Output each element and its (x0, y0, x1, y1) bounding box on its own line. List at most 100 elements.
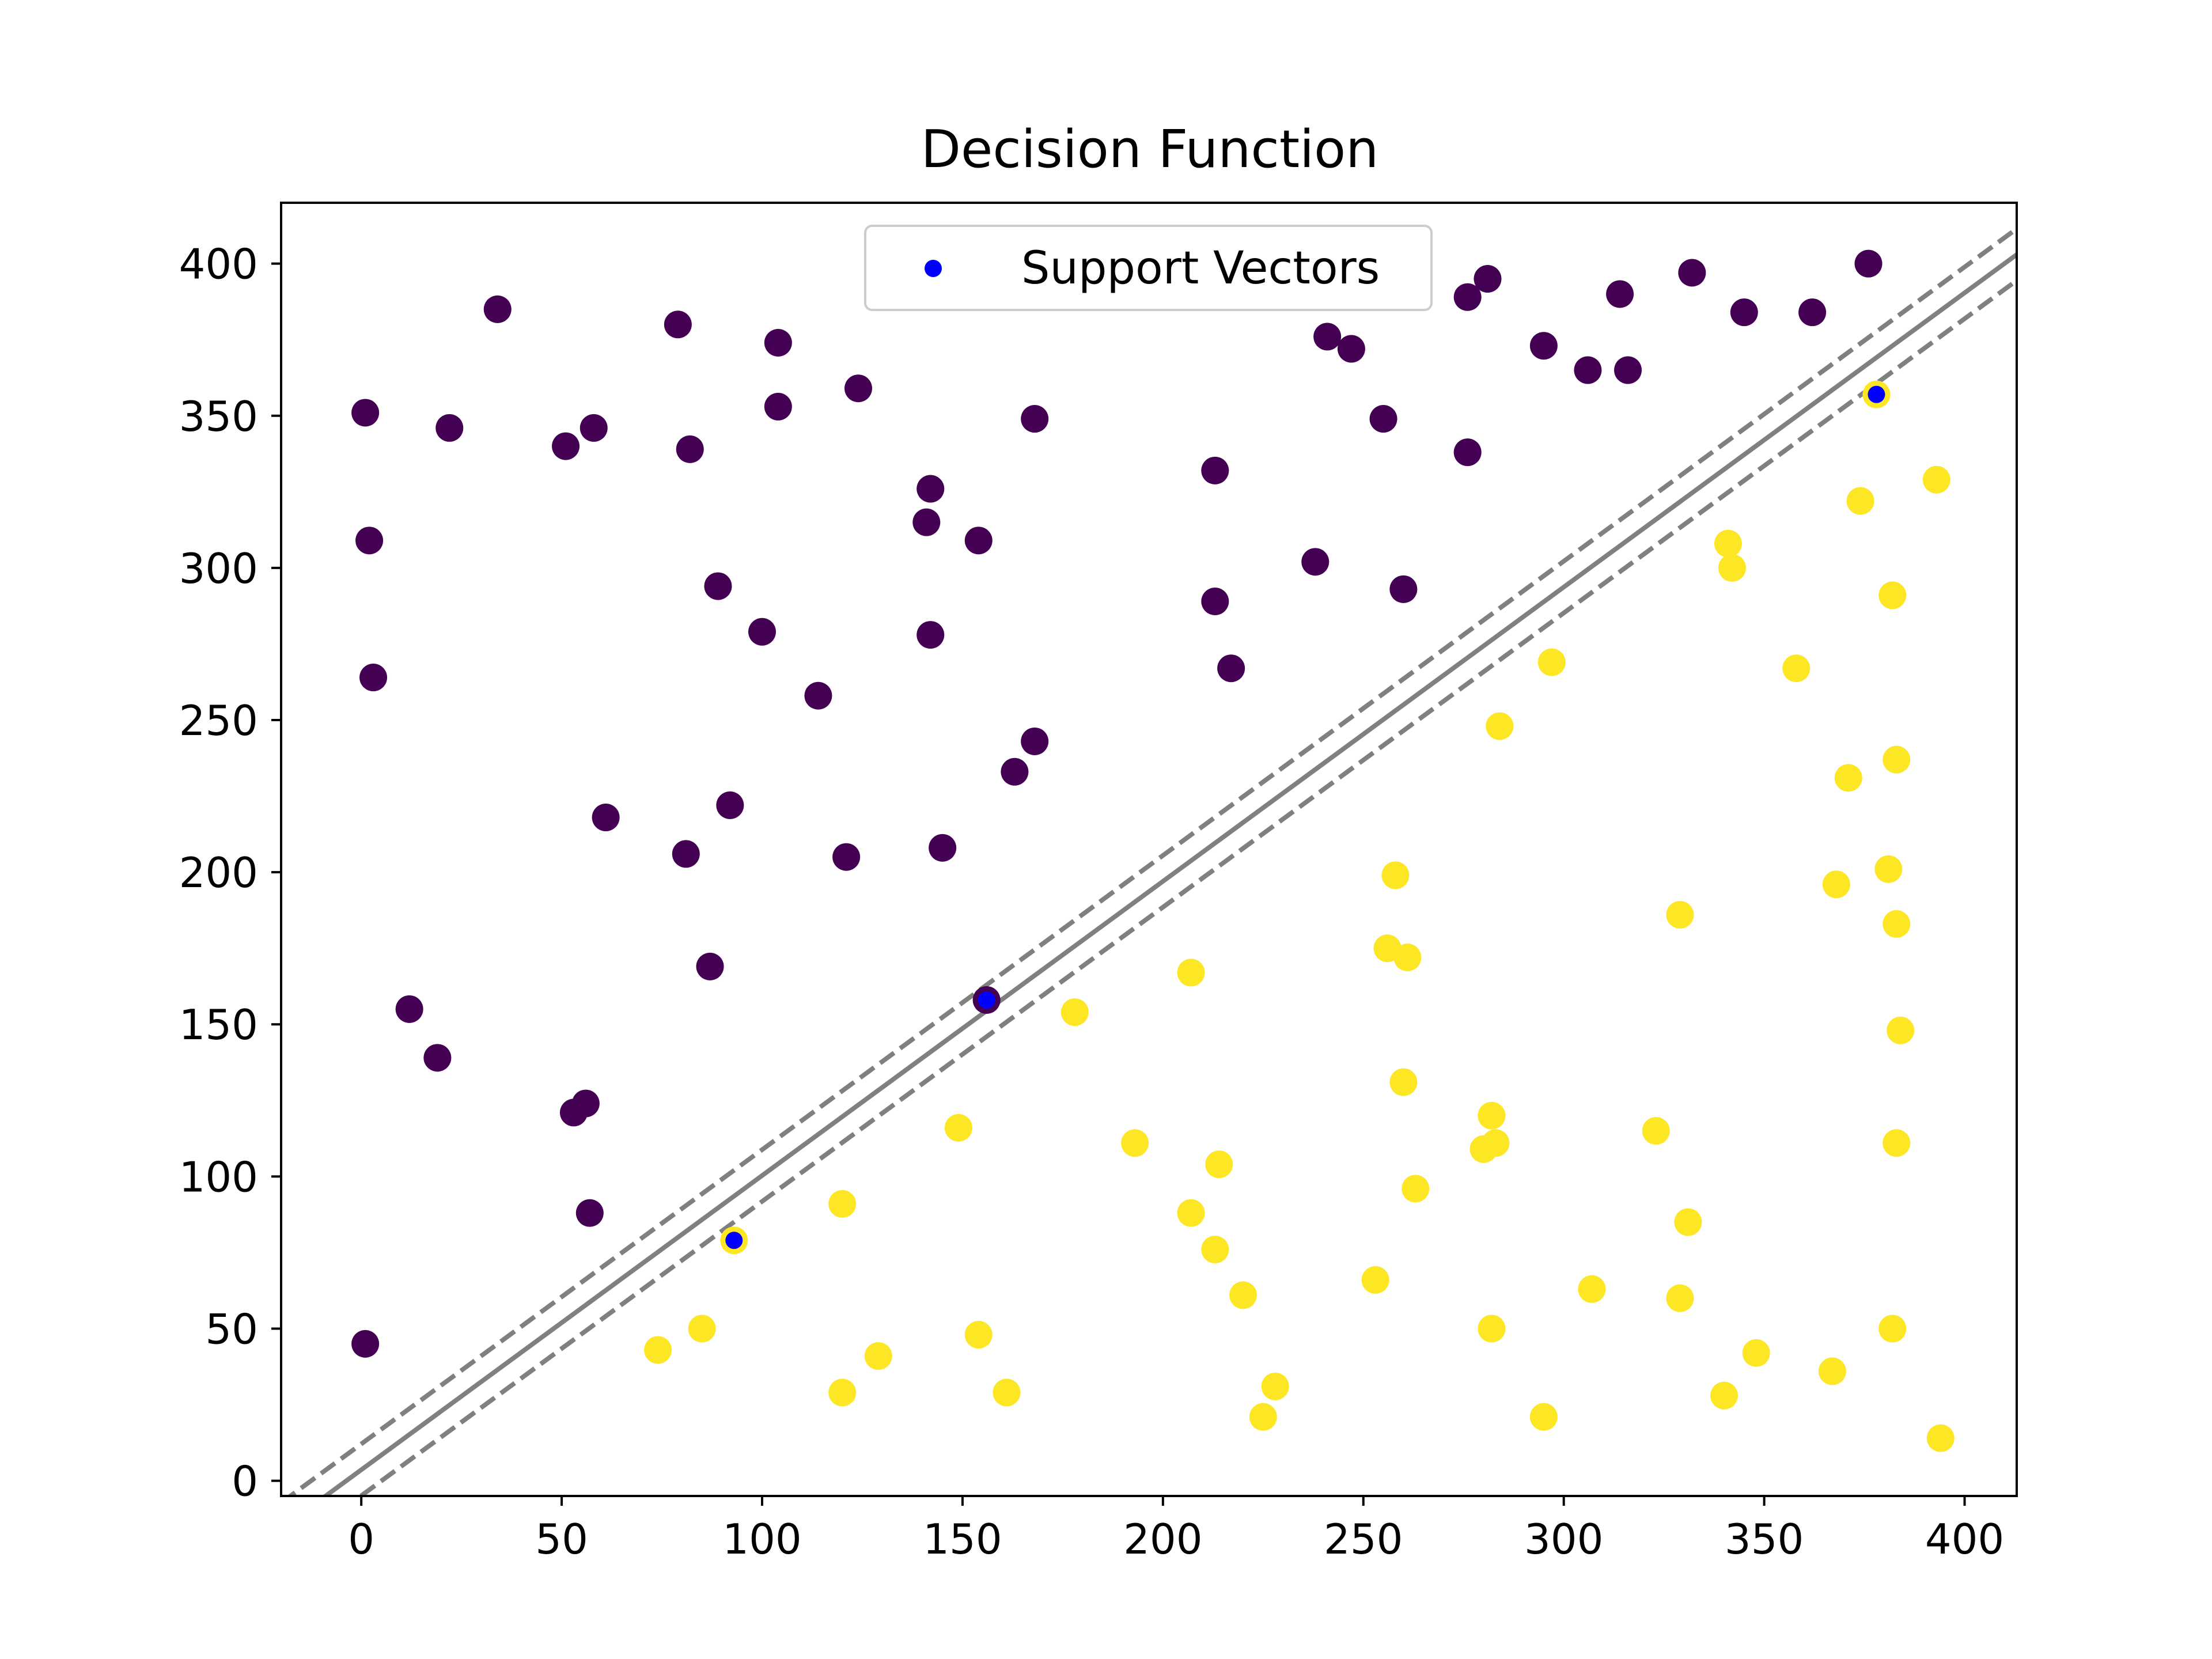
chart-title: Decision Function (921, 119, 1379, 180)
data-point-class-0 (483, 295, 512, 323)
data-point-class-0 (1614, 356, 1642, 384)
data-point-class-1 (1846, 487, 1874, 515)
data-point-class-0 (1730, 298, 1758, 327)
data-point-class-0 (355, 527, 384, 555)
data-point-class-0 (359, 664, 388, 692)
support-vector-point (1868, 385, 1885, 403)
data-point-class-1 (1578, 1275, 1606, 1303)
data-point-class-1 (864, 1342, 892, 1370)
legend-box (864, 225, 1433, 311)
data-point-class-0 (1021, 405, 1049, 433)
data-point-class-0 (1453, 438, 1482, 467)
data-point-class-0 (351, 399, 380, 427)
x-tick-label: 300 (1524, 1515, 1603, 1563)
data-point-class-0 (1201, 456, 1229, 484)
data-point-class-1 (1887, 1016, 1915, 1044)
data-point-class-1 (1642, 1117, 1670, 1145)
data-point-class-0 (1854, 249, 1883, 278)
data-point-class-1 (1229, 1281, 1257, 1309)
data-point-class-0 (1001, 757, 1029, 786)
data-point-class-1 (1261, 1372, 1289, 1400)
data-point-class-1 (644, 1336, 672, 1364)
data-point-class-0 (435, 414, 464, 442)
data-point-class-1 (1060, 998, 1089, 1027)
data-point-class-1 (1742, 1339, 1770, 1367)
data-point-class-0 (672, 840, 700, 868)
data-point-class-1 (828, 1378, 857, 1407)
data-point-class-1 (1818, 1357, 1846, 1385)
data-point-class-0 (1217, 654, 1245, 683)
data-point-class-0 (1301, 548, 1330, 576)
axes: 0 50 100 150 200 250 300 350 400 0 50 100 150 200 250 3… (179, 240, 2005, 1563)
data-point-class-1 (1121, 1129, 1149, 1157)
data-point-class-1 (1402, 1175, 1430, 1203)
data-point-class-1 (688, 1315, 716, 1343)
data-point-class-0 (1021, 727, 1049, 755)
data-point-class-0 (1474, 265, 1502, 293)
plot-area (286, 226, 2017, 1496)
data-point-class-0 (1369, 405, 1397, 433)
data-point-class-1 (1714, 529, 1742, 558)
y-tick-label: 0 (232, 1457, 258, 1506)
data-point-class-0 (571, 1089, 600, 1118)
data-point-class-1 (1834, 764, 1862, 792)
data-point-class-1 (1883, 910, 1911, 938)
data-point-class-0 (964, 527, 993, 555)
data-point-class-1 (1718, 554, 1746, 582)
decision-boundary-line (321, 252, 2017, 1496)
legend-marker-support-vectors (925, 260, 942, 277)
x-tick-label: 100 (722, 1515, 801, 1563)
data-point-class-0 (395, 995, 423, 1023)
data-point-class-0 (676, 435, 704, 463)
data-point-class-1 (1361, 1266, 1389, 1294)
x-tick-label: 150 (923, 1515, 1002, 1563)
data-point-class-0 (696, 952, 724, 980)
data-point-class-1 (1393, 944, 1422, 972)
data-point-class-0 (764, 392, 792, 421)
data-point-class-0 (804, 681, 832, 710)
data-point-class-0 (1529, 332, 1558, 360)
data-point-class-0 (1678, 259, 1706, 287)
x-tick-label: 350 (1725, 1515, 1804, 1563)
x-tick-label: 200 (1123, 1515, 1202, 1563)
x-tick-label: 400 (1925, 1515, 2004, 1563)
y-tick-label: 300 (179, 544, 258, 593)
data-point-class-0 (1201, 587, 1229, 615)
y-tick-label: 150 (179, 1001, 258, 1049)
data-point-class-1 (1201, 1236, 1229, 1264)
data-point-class-1 (1205, 1150, 1233, 1179)
data-point-class-0 (351, 1330, 380, 1358)
y-tick-label: 100 (179, 1153, 258, 1201)
data-point-class-0 (912, 508, 941, 536)
legend-label-support-vectors: Support Vectors (1021, 243, 1380, 294)
data-point-class-1 (1486, 712, 1514, 740)
data-point-class-1 (944, 1113, 972, 1142)
data-point-class-0 (929, 834, 957, 862)
margin-line-lower (357, 278, 2017, 1496)
data-point-class-0 (1606, 280, 1634, 308)
data-point-class-0 (916, 475, 945, 503)
data-point-class-0 (1313, 323, 1342, 351)
data-point-class-0 (1337, 335, 1365, 363)
data-point-class-1 (1883, 745, 1911, 774)
data-point-class-0 (579, 414, 608, 442)
data-point-class-1 (828, 1190, 857, 1218)
data-point-class-0 (1574, 356, 1602, 384)
data-point-class-1 (964, 1321, 993, 1349)
data-point-class-0 (916, 621, 945, 649)
data-point-class-1 (1482, 1129, 1510, 1157)
data-point-class-0 (664, 310, 692, 339)
data-point-class-1 (1883, 1129, 1911, 1157)
y-tick-label: 200 (179, 849, 258, 897)
data-point-class-1 (1381, 861, 1410, 889)
data-point-class-1 (1822, 870, 1850, 899)
data-point-class-1 (1666, 901, 1694, 929)
support-vector-point (978, 991, 995, 1009)
data-point-class-0 (844, 374, 873, 403)
data-point-class-1 (1478, 1101, 1506, 1130)
data-point-class-1 (1782, 654, 1810, 683)
data-point-class-1 (1537, 648, 1566, 676)
data-point-class-0 (423, 1044, 452, 1072)
data-point-class-1 (1878, 1315, 1907, 1343)
